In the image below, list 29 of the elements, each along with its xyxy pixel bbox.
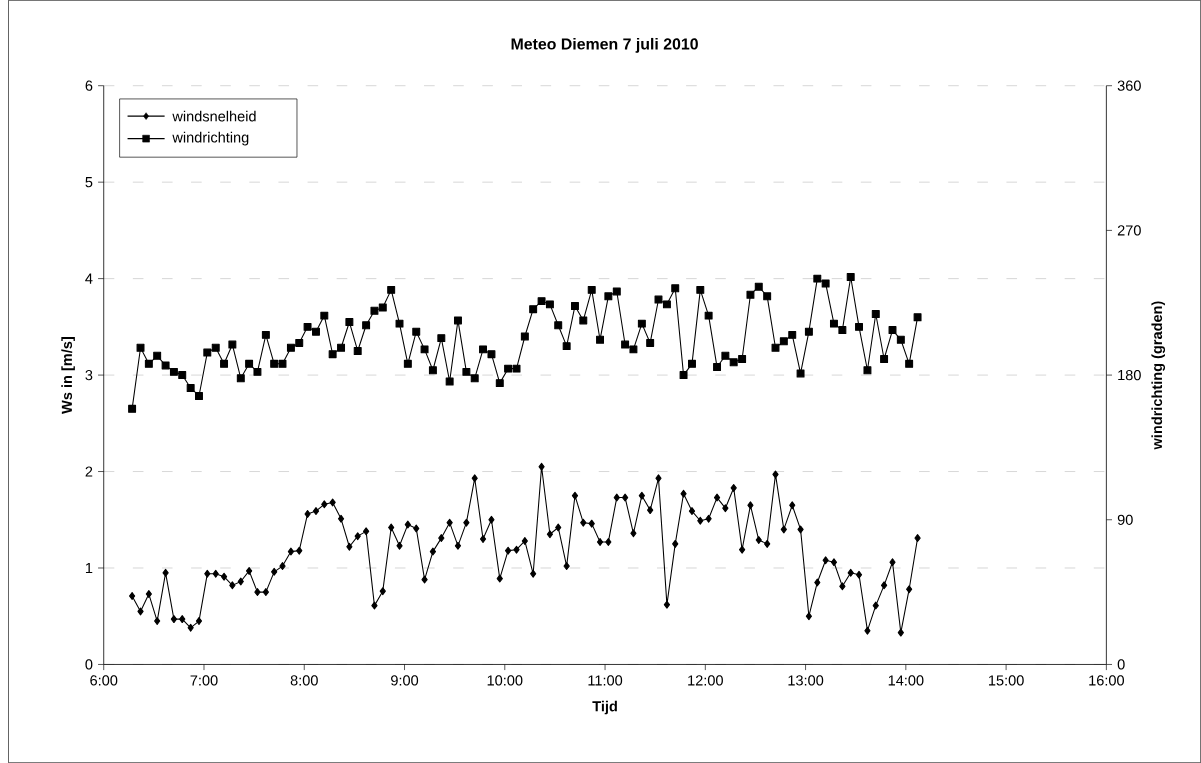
x-tick-label: 11:00 <box>588 675 623 686</box>
x-tick-label: 7:00 <box>190 675 218 686</box>
x-tick-label: 13:00 <box>788 675 824 686</box>
chart-title: Meteo Diemen 7 juli 2010 <box>511 37 698 53</box>
y-tick-label: 6 <box>85 80 93 91</box>
y2-tick-label: 0 <box>1117 659 1125 670</box>
y-tick-label: 3 <box>85 369 93 381</box>
y2-tick-label: 270 <box>1117 225 1141 236</box>
legend-label: windrichting <box>172 131 249 146</box>
x-tick-label: 6:00 <box>90 675 118 686</box>
x-tick-label: 8:00 <box>290 675 318 686</box>
x-tick-label: 12:00 <box>688 675 723 686</box>
x-tick-label: 15:00 <box>988 675 1024 686</box>
x-tick-label: 10:00 <box>487 675 523 686</box>
y2-tick-label: 90 <box>1117 514 1133 525</box>
legend-label: windsnelheid <box>172 110 256 122</box>
y-tick-label: 2 <box>85 466 93 477</box>
y-tick-label: 5 <box>85 177 93 188</box>
y-tick-label: 4 <box>85 273 93 284</box>
x-axis-title: Tijd <box>592 700 617 715</box>
y-axis-title: Ws in [m/s] <box>61 337 75 414</box>
x-tick-label: 14:00 <box>888 675 924 686</box>
y2-tick-label: 180 <box>1118 369 1141 381</box>
y-tick-label: 1 <box>85 562 93 573</box>
x-tick-label: 16:00 <box>1089 675 1124 686</box>
y2-tick-label: 360 <box>1117 80 1141 91</box>
x-tick-label: 9:00 <box>391 675 419 686</box>
y2-axis-title: windrichting (graden) <box>1151 301 1166 450</box>
y-tick-label: 0 <box>85 659 93 670</box>
